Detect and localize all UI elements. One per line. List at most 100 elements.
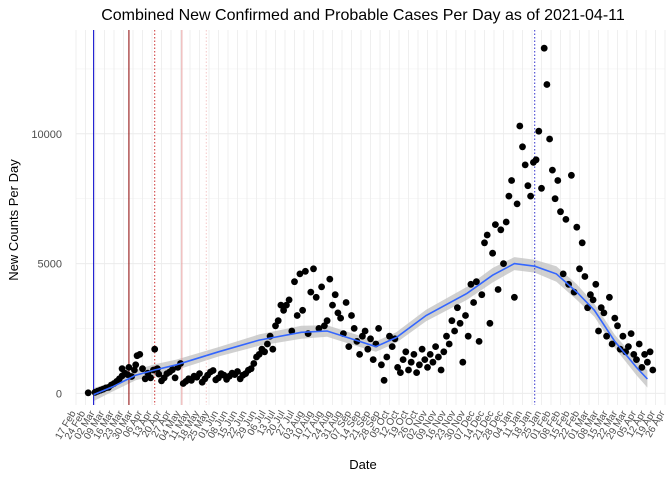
y-axis-title: New Counts Per Day [6,159,21,281]
data-point [445,340,453,348]
data-point [141,375,149,383]
data-point [644,358,651,366]
data-point [405,366,412,374]
data-point [136,351,144,358]
data-point [502,218,510,226]
y-tick-labels: 0 5000 10000 [31,129,62,401]
data-point [532,156,540,164]
y-tick-label: 5000 [38,259,62,271]
data-point [147,374,155,382]
data-point [345,343,353,350]
data-point [429,358,437,366]
data-point [576,265,583,273]
data-point [538,184,545,192]
data-point [326,275,334,283]
data-point [331,291,339,299]
data-point [516,122,524,130]
data-point [597,304,605,312]
data-point [139,365,146,373]
data-point [307,288,315,296]
data-point [350,325,358,332]
data-point [323,317,331,325]
data-point [513,200,521,208]
data-point [272,322,279,330]
data-point [573,223,581,231]
data-point [369,356,377,363]
data-point [443,332,450,340]
data-point [535,127,543,135]
data-point [321,322,328,330]
data-point [451,327,458,335]
data-point [269,345,277,353]
data-point [397,369,404,376]
data-point [274,317,282,325]
data-point [500,260,507,267]
data-point [293,312,301,319]
data-point [359,332,366,340]
data-point [196,370,203,377]
data-point [619,332,627,340]
data-point [497,226,505,234]
data-point [581,273,589,280]
data-point [169,366,176,374]
data-point [481,239,488,247]
data-point [527,192,534,200]
data-point [84,389,92,397]
data-point [464,332,472,340]
data-point [608,340,616,348]
data-point [467,280,475,288]
data-point [540,44,548,52]
data-point [543,81,551,88]
y-tick-label: 10000 [31,129,62,141]
data-point [342,299,350,306]
data-point [285,296,293,304]
data-point [435,353,442,361]
data-point [486,319,494,327]
data-point [462,312,469,319]
data-point [348,312,355,319]
data-point [234,368,241,375]
data-point [375,325,382,332]
data-point [600,309,608,317]
data-point [426,351,434,358]
data-point [546,135,553,143]
data-point [407,358,415,366]
data-point [587,291,594,299]
data-point [456,319,464,327]
data-point [250,360,258,367]
data-point [641,351,648,358]
data-point [315,325,323,332]
data-point [627,330,635,337]
data-point [437,366,445,374]
data-point [399,356,407,363]
data-point [549,166,556,174]
data-point [551,195,559,203]
data-point [557,208,564,216]
smooth-line-group [93,262,648,396]
data-point [649,366,657,374]
data-point [367,335,374,343]
data-point [125,364,133,371]
data-point [299,306,306,314]
data-point [424,364,431,371]
data-point [606,293,613,301]
data-point [334,309,342,317]
data-point [171,374,179,382]
data-point [418,345,426,353]
data-point [448,317,456,325]
data-point [380,376,388,384]
data-point [361,327,369,335]
data-point [247,365,255,373]
data-point [151,345,159,353]
data-point [209,367,217,374]
data-point [132,361,140,369]
data-point [440,348,448,356]
data-point [559,270,567,278]
data-point [625,343,632,350]
data-point [492,221,499,229]
data-point [603,332,610,340]
data-point [454,304,461,312]
data-point [383,353,391,361]
data-point [378,361,385,369]
data-point [296,270,304,278]
